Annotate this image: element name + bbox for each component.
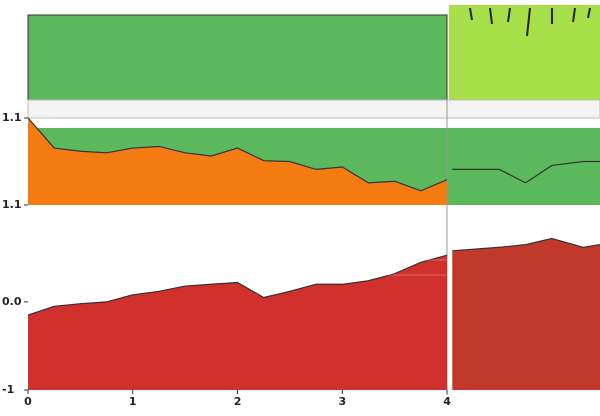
panel-lines bbox=[28, 214, 447, 276]
y-tick-label: 1.1 bbox=[2, 198, 22, 211]
line bbox=[27, 117, 448, 192]
line bbox=[452, 237, 600, 252]
area bbox=[452, 161, 600, 205]
area bbox=[452, 238, 600, 390]
x-tick-label: 1 bbox=[129, 395, 137, 408]
x-tick-label: 2 bbox=[234, 395, 242, 408]
top-panel bbox=[27, 14, 448, 101]
x-tick-label: 4 bbox=[443, 395, 451, 408]
x-tick-label: 3 bbox=[338, 395, 346, 408]
area bbox=[28, 255, 448, 390]
y-tick-label: 0.0 bbox=[2, 295, 22, 308]
x-tick-label: 0 bbox=[24, 395, 32, 408]
area bbox=[28, 118, 448, 205]
separator bbox=[27, 99, 600, 119]
top-right-panel bbox=[449, 5, 600, 100]
y-tick-label: -1 bbox=[2, 383, 14, 396]
top-ticks bbox=[469, 7, 591, 37]
line bbox=[452, 160, 600, 184]
y-tick-label: 1.1 bbox=[2, 111, 22, 124]
line bbox=[27, 254, 448, 316]
